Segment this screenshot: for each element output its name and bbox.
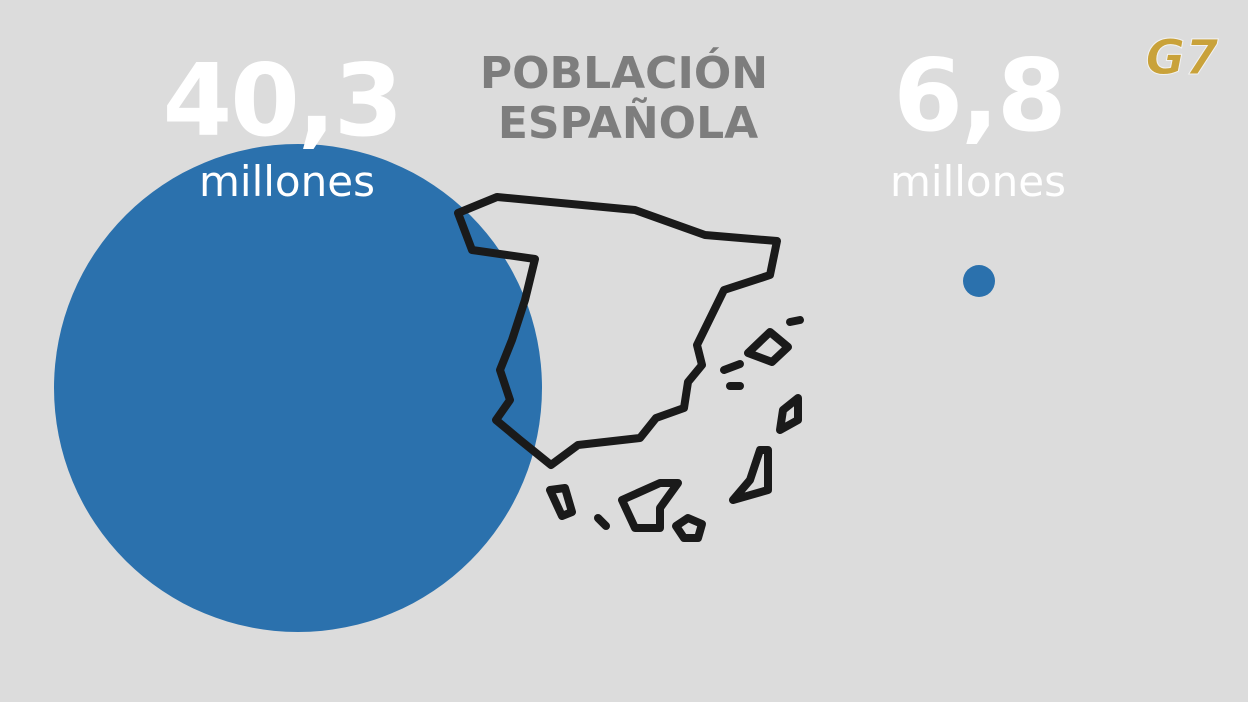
spain-map bbox=[454, 193, 804, 542]
population-value: 40,3 bbox=[163, 42, 402, 159]
large-population-circle bbox=[54, 144, 542, 632]
population-value: 6,8 bbox=[893, 37, 1064, 154]
population-unit: millones bbox=[890, 157, 1066, 206]
logo: G7 bbox=[1146, 30, 1219, 86]
small-population-circle bbox=[963, 265, 995, 297]
title-line: ESPAÑOLA bbox=[498, 96, 758, 149]
population-unit: millones bbox=[199, 157, 375, 206]
title-line: POBLACIÓN bbox=[480, 46, 768, 99]
